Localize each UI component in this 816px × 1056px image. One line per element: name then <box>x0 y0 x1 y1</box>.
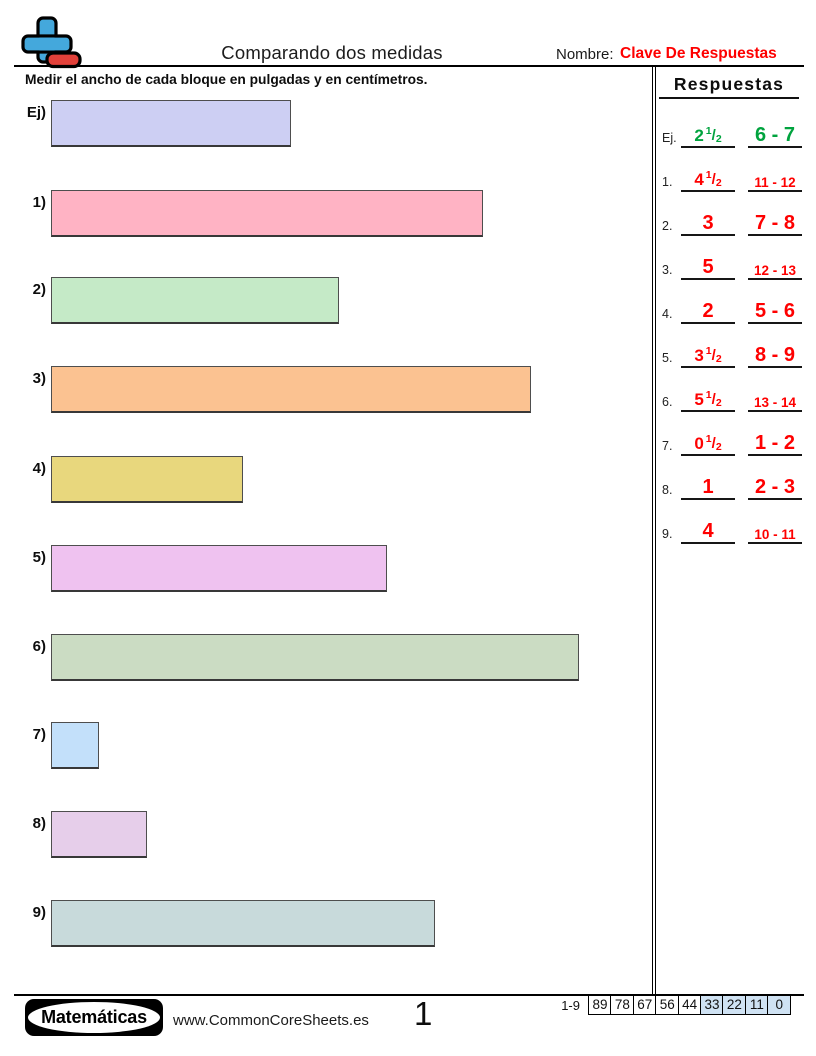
measured-block <box>51 190 483 237</box>
answer-number-label: 5. <box>662 351 673 365</box>
name-label: Nombre: <box>556 46 614 63</box>
block-number-label: 5) <box>32 549 46 566</box>
block-row: 5) <box>0 545 650 592</box>
block-row: 7) <box>0 722 650 769</box>
block-row: 8) <box>0 811 650 858</box>
answer-cm-value: 13 - 14 <box>748 395 802 412</box>
score-cell: 67 <box>632 995 657 1015</box>
header-divider-line <box>14 65 804 68</box>
brand-label: Matemáticas <box>28 1002 160 1033</box>
block-number-label: 1) <box>32 194 46 211</box>
measured-block <box>51 900 435 947</box>
answer-inches-value: 2 <box>681 301 735 324</box>
measured-block <box>51 277 339 324</box>
name-value: Clave De Respuestas <box>620 45 777 62</box>
score-table: 89 78 67 56 44 33 22 11 0 <box>588 995 792 1015</box>
score-cell: 33 <box>700 995 725 1015</box>
measured-block <box>51 634 579 681</box>
answer-number-label: 9. <box>662 527 673 541</box>
answer-row: Ej. 2 1/2 6 - 7 <box>658 112 816 148</box>
answer-cm-value: 5 - 6 <box>748 301 802 324</box>
answer-number-label: 6. <box>662 395 673 409</box>
answer-cm-value: 7 - 8 <box>748 213 802 236</box>
block-number-label: 9) <box>32 904 46 921</box>
answers-title: Respuestas <box>659 74 799 99</box>
brand-badge: Matemáticas <box>25 999 163 1036</box>
answer-cm-value: 10 - 11 <box>748 527 802 544</box>
instruction-text: Medir el ancho de cada bloque en pulgada… <box>25 72 428 87</box>
answer-row: 8. 1 2 - 3 <box>658 464 816 500</box>
score-cell: 11 <box>744 995 769 1015</box>
answer-cm-value: 1 - 2 <box>748 433 802 456</box>
answer-cm-value: 6 - 7 <box>748 125 802 148</box>
answer-row: 1. 4 1/2 11 - 12 <box>658 156 816 192</box>
score-cell: 78 <box>610 995 635 1015</box>
block-number-label: 6) <box>32 638 46 655</box>
answer-inches-value: 4 <box>681 521 735 544</box>
score-range-label: 1-9 <box>561 998 580 1013</box>
block-row: 1) <box>0 190 650 237</box>
score-cell: 22 <box>722 995 747 1015</box>
block-number-label: Ej) <box>26 104 46 121</box>
answer-cm-value: 8 - 9 <box>748 345 802 368</box>
column-divider-line <box>652 67 656 995</box>
plus-minus-logo-icon <box>21 16 82 69</box>
answer-number-label: 7. <box>662 439 673 453</box>
answer-row: 9. 4 10 - 11 <box>658 508 816 544</box>
answer-inches-value: 2 1/2 <box>681 125 735 148</box>
answer-inches-value: 5 1/2 <box>681 389 735 412</box>
measured-block <box>51 100 291 147</box>
score-cell: 56 <box>655 995 680 1015</box>
answer-cm-value: 12 - 13 <box>748 263 802 280</box>
score-cell: 0 <box>767 995 792 1015</box>
answer-inches-value: 1 <box>681 477 735 500</box>
block-number-label: 4) <box>32 460 46 477</box>
answer-inches-value: 0 1/2 <box>681 433 735 456</box>
plus-shape-join <box>39 37 55 51</box>
block-number-label: 7) <box>32 726 46 743</box>
page-title: Comparando dos medidas <box>221 42 443 63</box>
score-cell: 44 <box>677 995 702 1015</box>
block-row: Ej) <box>0 100 650 147</box>
answer-inches-value: 3 <box>681 213 735 236</box>
website-link: www.CommonCoreSheets.es <box>173 1012 369 1029</box>
block-row: 3) <box>0 366 650 413</box>
answer-number-label: 2. <box>662 219 673 233</box>
answer-row: 2. 3 7 - 8 <box>658 200 816 236</box>
block-row: 9) <box>0 900 650 947</box>
answer-inches-value: 3 1/2 <box>681 345 735 368</box>
measured-block <box>51 811 147 858</box>
answer-row: 5. 3 1/2 8 - 9 <box>658 332 816 368</box>
answer-cm-value: 11 - 12 <box>748 175 802 192</box>
answer-number-label: Ej. <box>662 131 677 145</box>
answer-row: 3. 5 12 - 13 <box>658 244 816 280</box>
answer-row: 4. 2 5 - 6 <box>658 288 816 324</box>
page-number: 1 <box>414 995 433 1032</box>
block-row: 2) <box>0 277 650 324</box>
answer-number-label: 8. <box>662 483 673 497</box>
footer-divider-line <box>14 994 804 997</box>
answer-row: 7. 0 1/2 1 - 2 <box>658 420 816 456</box>
answer-number-label: 3. <box>662 263 673 277</box>
answer-cm-value: 2 - 3 <box>748 477 802 500</box>
block-row: 4) <box>0 456 650 503</box>
answer-inches-value: 5 <box>681 257 735 280</box>
score-cell: 89 <box>588 995 612 1015</box>
measured-block <box>51 456 243 503</box>
block-number-label: 8) <box>32 815 46 832</box>
block-number-label: 2) <box>32 281 46 298</box>
answer-number-label: 4. <box>662 307 673 321</box>
answer-inches-value: 4 1/2 <box>681 169 735 192</box>
answer-row: 6. 5 1/2 13 - 14 <box>658 376 816 412</box>
answer-number-label: 1. <box>662 175 673 189</box>
block-row: 6) <box>0 634 650 681</box>
measured-block <box>51 545 387 592</box>
measured-block <box>51 366 531 413</box>
measured-block <box>51 722 99 769</box>
block-number-label: 3) <box>32 370 46 387</box>
